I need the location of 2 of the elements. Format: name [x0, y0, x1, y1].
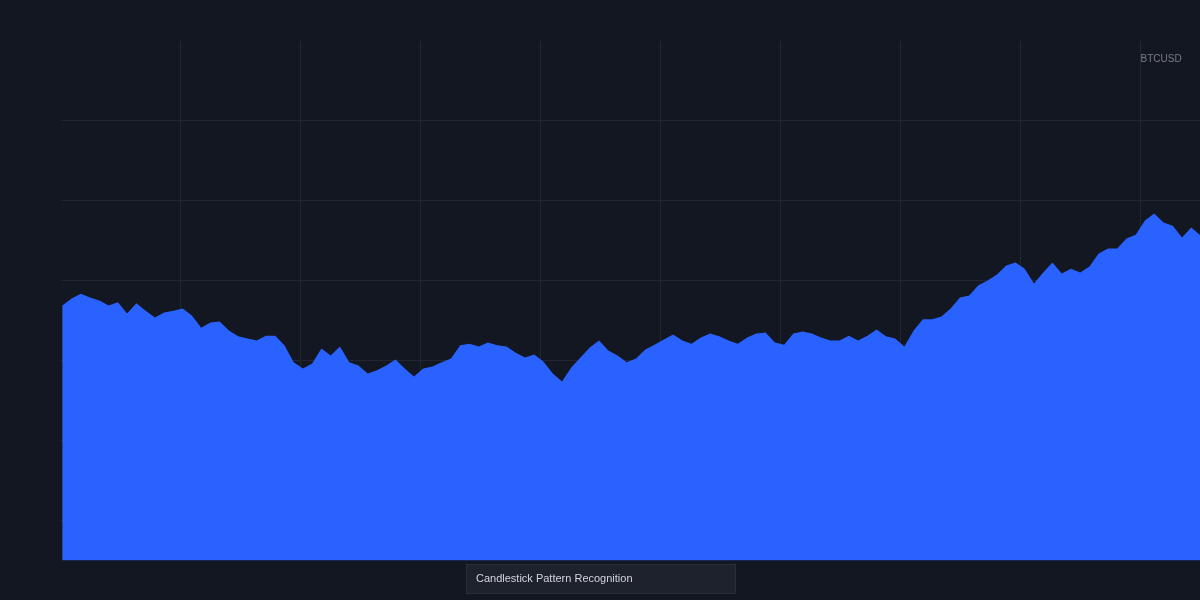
chart-title: BTCUSD	[1140, 53, 1182, 64]
text: Candlestick Pattern Recognition	[476, 571, 633, 586]
